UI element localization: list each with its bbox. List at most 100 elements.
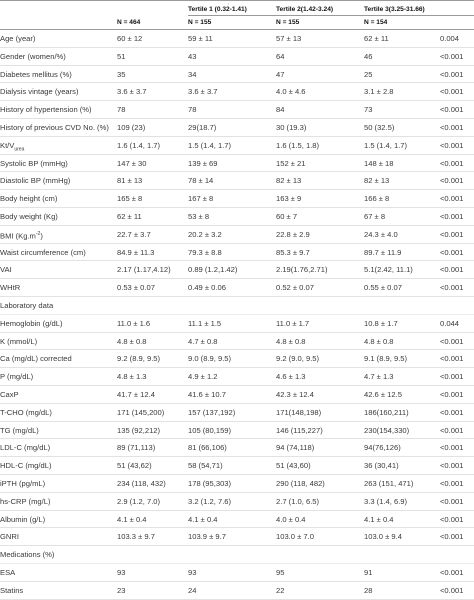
cell-tertile-3: 46	[364, 51, 373, 61]
cell-all: 135 (92,212)	[117, 425, 161, 435]
row-label-text: Diastolic BP (mmHg)	[0, 176, 71, 186]
cell-tertile-1: 4.1 ± 0.4	[188, 514, 218, 524]
header-n-t3: N = 154	[364, 19, 388, 26]
row-label: Body weight (Kg)	[0, 208, 58, 225]
row-label-text: TG (mg/dL)	[0, 425, 39, 435]
cell-tertile-1: 3.2 (1.2, 7.6)	[188, 496, 232, 506]
row-label: Age (year)	[0, 30, 35, 47]
row-label: Body height (cm)	[0, 190, 57, 207]
cell-all: 78	[117, 105, 126, 115]
cell-tertile-2: 64	[276, 51, 285, 61]
row-label: BMI (Kg.m-2)	[0, 226, 43, 245]
cell-tertile-3: 230(154,330)	[364, 425, 410, 435]
cell-tertile-3: 9.1 (8.9, 9.5)	[364, 354, 408, 364]
table-row: HDL-C (mg/dL) 51 (43,62) 58 (54,71) 51 (43,…	[0, 457, 474, 475]
row-label-text: Body weight (Kg)	[0, 211, 58, 221]
cell-all: 103.3 ± 9.7	[117, 532, 155, 542]
cell-tertile-1: 4.9 ± 1.2	[188, 372, 218, 382]
cell-p-value: 0.004	[440, 34, 460, 43]
table-row: P (mg/dL) 4.8 ± 1.3 4.9 ± 1.2 4.6 ± 1.3 4.7 …	[0, 368, 474, 386]
header-mid-rule	[188, 15, 474, 16]
row-label-text: VAI	[0, 265, 12, 275]
table-row: Body height (cm) 165 ± 8 167 ± 8 163 ± 9 166…	[0, 190, 474, 208]
row-label: LDL-C (mg/dL)	[0, 439, 50, 456]
cell-tertile-3: 73	[364, 105, 373, 115]
section-row: Medications (%)	[0, 546, 474, 564]
cell-tertile-1: 3.6 ± 3.7	[188, 87, 218, 97]
table-header: , Tertile 1 (0.32-1.41) Tertile 2(1.42-3…	[0, 0, 474, 30]
table-row: Body weight (Kg) 62 ± 11 53 ± 8 60 ± 7 67 ± …	[0, 208, 474, 226]
row-label-text: Body height (cm)	[0, 194, 58, 204]
table-row: Ca (mg/dL) corrected 9.2 (8.9, 9.5) 9.0 (8…	[0, 350, 474, 369]
row-label: Diabetes mellitus (%)	[0, 66, 72, 83]
header-n-t2: N = 155	[276, 19, 300, 26]
cell-tertile-1: 103.9 ± 9.7	[188, 532, 226, 542]
table-row: History of hypertension (%) 78 78 84 73 <0.00…	[0, 101, 474, 119]
header-n-all: N = 464	[117, 19, 141, 26]
table-row: Diabetes mellitus (%) 35 34 47 25 <0.001	[0, 66, 474, 84]
cell-tertile-2: 171(148,198)	[276, 407, 322, 417]
cell-tertile-2: 2.7 (1.0, 6.5)	[276, 496, 320, 506]
row-label-text: Ca (mg/dL) corrected	[0, 354, 72, 364]
table-row: iPTH (pg/mL) 234 (118, 432) 178 (95,303) 29…	[0, 475, 474, 493]
cell-all: 62 ± 11	[117, 211, 142, 221]
cell-tertile-3: 28	[364, 585, 373, 595]
cell-all: 109 (23)	[117, 122, 146, 132]
cell-tertile-3: 50 (32.5)	[364, 122, 395, 132]
cell-all: 0.53 ± 0.07	[117, 283, 155, 293]
cell-tertile-2: 1.6 (1.5, 1.8)	[276, 140, 320, 150]
cell-tertile-3: 82 ± 13	[364, 176, 390, 186]
cell-all: 165 ± 8	[117, 194, 143, 204]
cell-tertile-1: 59 ± 11	[188, 34, 213, 43]
cell-tertile-1: 105 (80,159)	[188, 425, 232, 435]
row-label-tail: )	[40, 231, 43, 241]
cell-tertile-2: 4.0 ± 4.6	[276, 87, 306, 97]
row-label: CaxP	[0, 386, 19, 403]
cell-tertile-1: 11.1 ± 1.5	[188, 318, 222, 328]
row-label-text: GNRI	[0, 532, 19, 542]
row-label: TG (mg/dL)	[0, 422, 39, 439]
row-label: GNRI	[0, 528, 19, 545]
table-row: Systolic BP (mmHg) 147 ± 30 139 ± 69 152 ± …	[0, 155, 474, 173]
cell-all: 41.7 ± 12.4	[117, 389, 155, 399]
row-label: HDL-C (mg/dL)	[0, 457, 51, 474]
cell-tertile-1: 178 (95,303)	[188, 478, 232, 488]
row-label-text: Albumin (g/L)	[0, 514, 46, 524]
section-row: Laboratory data	[0, 297, 474, 315]
cell-tertile-1: 0.89 (1.2,1.42)	[188, 265, 238, 275]
row-label: ESA	[0, 564, 15, 581]
cell-tertile-1: 58 (54,71)	[188, 461, 223, 471]
cell-tertile-1: 9.0 (8.9, 9.5)	[188, 354, 232, 364]
header-top-mark: ,	[228, 0, 230, 6]
cell-tertile-2: 42.3 ± 12.4	[276, 389, 314, 399]
cell-tertile-1: 93	[188, 567, 197, 577]
cell-p-value: <0.001	[440, 194, 464, 204]
row-label-text: Waist circumference (cm)	[0, 247, 86, 257]
section-label: Medications (%)	[0, 546, 54, 563]
cell-p-value: <0.001	[440, 496, 464, 506]
header-top-rule	[0, 0, 474, 1]
row-label-text: Age (year)	[0, 34, 36, 43]
cell-tertile-3: 25	[364, 69, 373, 79]
cell-p-value: <0.001	[440, 122, 464, 132]
table-row: Hemoglobin (g/dL) 11.0 ± 1.6 11.1 ± 1.5 11.…	[0, 315, 474, 333]
row-label-superscript: -2	[35, 230, 41, 237]
cell-all: 81 ± 13	[117, 176, 143, 186]
row-label: Diastolic BP (mmHg)	[0, 172, 70, 189]
row-label: Hemoglobin (g/dL)	[0, 315, 62, 332]
table-row: VAI 2.17 (1.17,4.12) 0.89 (1.2,1.42) 2.19(1…	[0, 261, 474, 280]
table-row: LDL-C (mg/dL) 89 (71,113) 81 (66,106) 94 (7…	[0, 439, 474, 458]
table-row: Kt/Vurea 1.6 (1.4, 1.7) 1.5 (1.4, 1.7) 1.6 …	[0, 137, 474, 155]
cell-tertile-3: 103.0 ± 9.4	[364, 532, 402, 542]
table-row: ESA 93 93 95 91 <0.001	[0, 564, 474, 582]
cell-all: 60 ± 12	[117, 34, 143, 43]
cell-p-value: 0.044	[440, 318, 460, 328]
header-tertile-1: Tertile 1 (0.32-1.41)	[188, 6, 247, 13]
cell-all: 51	[117, 51, 126, 61]
cell-tertile-3: 186(160,211)	[364, 407, 409, 417]
cell-p-value: <0.001	[440, 105, 464, 115]
table-row: TG (mg/dL) 135 (92,212) 105 (80,159) 146 (1…	[0, 422, 474, 440]
cell-tertile-1: 78	[188, 105, 197, 115]
cell-all: 93	[117, 567, 126, 577]
cell-tertile-2: 57 ± 13	[276, 34, 302, 43]
